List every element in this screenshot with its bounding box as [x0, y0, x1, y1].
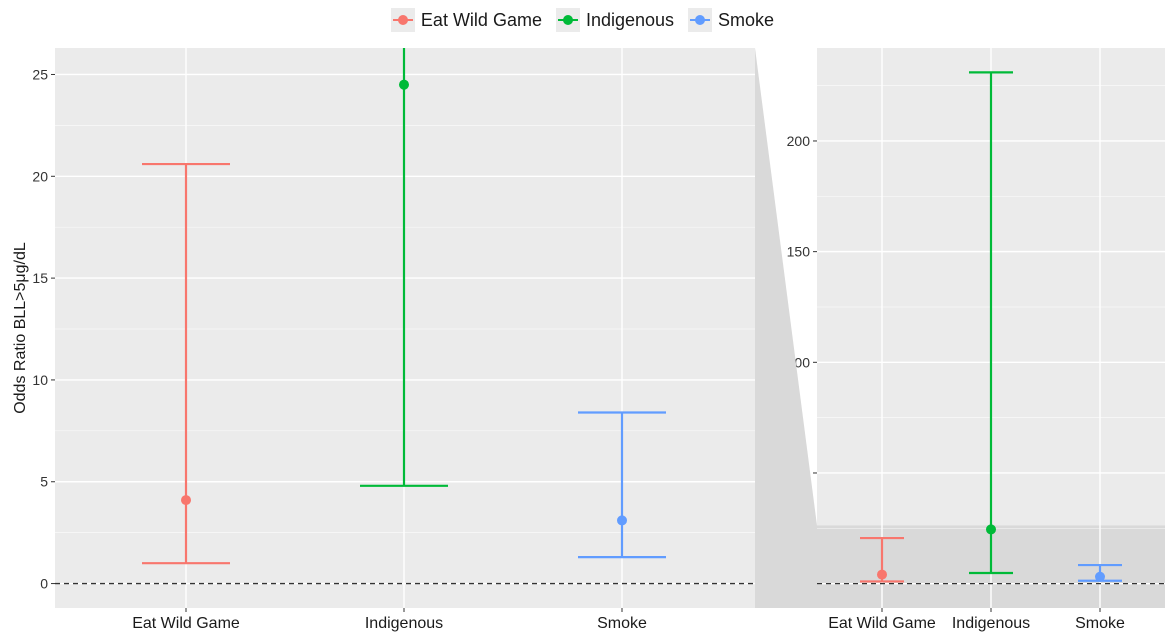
- legend-key-icon: [688, 8, 713, 32]
- y-tick-label: 15: [32, 270, 48, 286]
- y-tick-label: 150: [787, 244, 811, 260]
- legend-key-icon: [555, 8, 580, 32]
- marks: [860, 71, 1122, 583]
- legend-label: Indigenous: [585, 9, 675, 30]
- y-tick-label: 25: [32, 66, 48, 82]
- y-tick-label: 5: [40, 474, 48, 490]
- panel-main: 0 5 10 15 20 25 Eat Wild Game Indigenous Smoke: [32, 48, 755, 632]
- legend-label: Eat Wild Game: [420, 9, 542, 30]
- y-tick-label: 0: [40, 576, 48, 592]
- legend-key-icon: [390, 8, 415, 32]
- legend-item-1: Indigenous: [555, 8, 675, 32]
- x-tick-label: Eat Wild Game: [828, 615, 936, 632]
- point-estimate: [399, 79, 409, 90]
- point-estimate: [1095, 571, 1105, 582]
- legend-item-0: Eat Wild Game: [390, 8, 542, 32]
- legend-item-2: Smoke: [688, 8, 774, 32]
- y-tick-label: 200: [787, 133, 811, 149]
- y-tick-label: 20: [32, 168, 48, 184]
- x-tick-label: Smoke: [1075, 615, 1125, 632]
- x-tick-label: Indigenous: [952, 615, 1030, 632]
- legend-label: Smoke: [718, 9, 775, 30]
- point-estimate: [877, 569, 887, 580]
- x-tick-label: Eat Wild Game: [132, 615, 240, 632]
- point-estimate: [181, 495, 191, 506]
- x-tick-label: Smoke: [597, 615, 647, 632]
- x-tick-label: Indigenous: [365, 615, 443, 632]
- legend: Eat Wild Game Indigenous Smoke: [0, 6, 1165, 34]
- marks: [142, 48, 666, 565]
- point-estimate: [617, 515, 627, 526]
- y-tick-label: 10: [32, 372, 48, 388]
- point-estimate: [986, 524, 996, 535]
- zoom-connector: [755, 48, 817, 608]
- y-axis-title: Odds Ratio BLL>5μg/dL: [12, 242, 29, 414]
